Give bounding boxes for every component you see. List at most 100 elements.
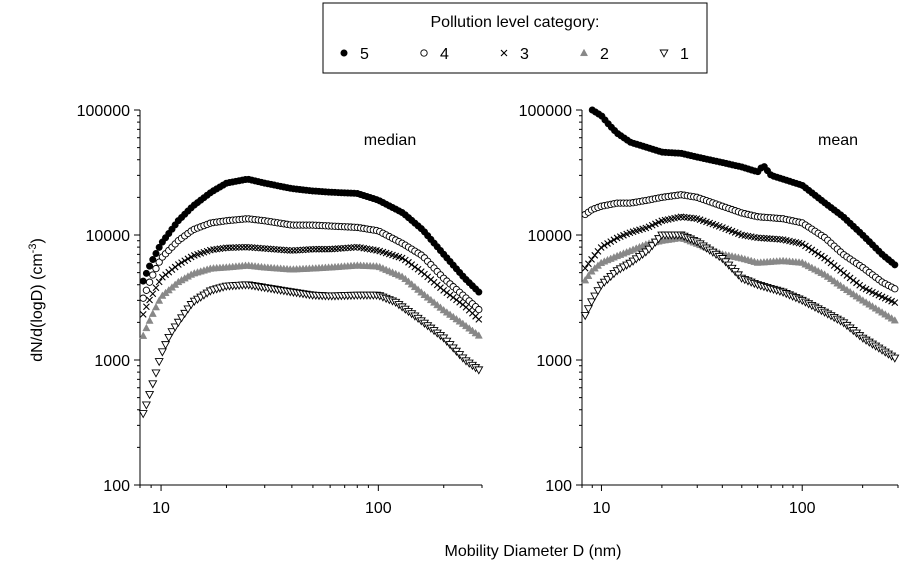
- legend: Pollution level category: 5 4 3 2 1: [322, 2, 708, 74]
- legend-label-1: 1: [680, 46, 689, 63]
- data-point: [154, 358, 164, 367]
- data-point: [139, 294, 147, 302]
- data-point: [235, 243, 243, 251]
- legend-marker-4: [420, 49, 428, 57]
- x-tick-label: 100: [365, 500, 392, 517]
- data-point: [229, 244, 237, 251]
- data-point: [149, 256, 157, 264]
- data-point: [597, 244, 605, 251]
- x-tick-label: 10: [593, 500, 611, 517]
- data-point: [286, 247, 294, 254]
- data-point: [401, 256, 409, 264]
- data-point: [446, 291, 454, 299]
- data-point: [770, 235, 777, 243]
- data-point: [580, 312, 590, 321]
- legend-label-5: 5: [360, 46, 369, 63]
- legend-marker-5: [340, 49, 348, 57]
- panel-title: median: [364, 132, 416, 149]
- data-point: [143, 303, 150, 311]
- series-1: [138, 281, 484, 419]
- panel-mean: 100 1000 10000 100000 10 100 mean: [519, 103, 900, 517]
- data-point: [299, 246, 307, 254]
- y-tick-label: 10000: [528, 228, 573, 245]
- y-tick-label: 100: [545, 478, 572, 495]
- data-point: [142, 269, 150, 277]
- data-point: [584, 271, 593, 279]
- data-point: [610, 236, 618, 244]
- data-point: [891, 285, 899, 293]
- panel-median: 100 1000 10000 100000 10 100 median: [77, 103, 484, 517]
- legend-entries: 5 4 3 2 1: [340, 46, 689, 63]
- data-point: [321, 245, 329, 253]
- data-point: [148, 309, 157, 317]
- data-point: [593, 287, 603, 296]
- data-point: [475, 305, 483, 314]
- x-tick-label: 10: [152, 500, 170, 517]
- data-point: [315, 245, 323, 253]
- legend-entry-2: 2: [579, 46, 609, 63]
- legend-title: Pollution level category:: [431, 14, 600, 31]
- legend-entry-5: 5: [340, 46, 369, 63]
- data-point: [226, 244, 233, 252]
- data-point: [318, 245, 326, 253]
- legend-entry-4: 4: [420, 46, 449, 63]
- data-point: [456, 298, 464, 306]
- data-point: [176, 314, 187, 323]
- data-point: [151, 302, 161, 311]
- data-point: [306, 246, 313, 253]
- data-point: [302, 246, 310, 254]
- series-2: [139, 261, 483, 339]
- data-point: [142, 286, 151, 294]
- data-point: [581, 275, 590, 284]
- series-1: [580, 231, 900, 363]
- data-point: [890, 354, 900, 363]
- y-tick-label: 100: [103, 478, 130, 495]
- legend-box: [322, 2, 708, 74]
- y-tick-label: 1000: [536, 353, 572, 370]
- data-point: [152, 264, 160, 273]
- data-point: [856, 281, 864, 289]
- series-5: [588, 106, 899, 269]
- data-point: [149, 290, 157, 298]
- data-point: [155, 296, 164, 304]
- data-point: [183, 305, 193, 314]
- data-point: [293, 246, 301, 254]
- data-point: [600, 242, 608, 249]
- data-point: [141, 401, 151, 410]
- data-point: [808, 246, 816, 254]
- data-point: [290, 247, 297, 254]
- data-point: [146, 262, 154, 270]
- data-point: [475, 288, 483, 296]
- data-point: [581, 264, 589, 272]
- data-point: [590, 292, 600, 301]
- panel-title: mean: [818, 132, 858, 149]
- legend-marker-3: [500, 49, 508, 57]
- data-point: [453, 296, 460, 304]
- data-point: [170, 323, 180, 332]
- data-point: [474, 366, 484, 375]
- data-point: [148, 380, 158, 389]
- data-point: [184, 255, 192, 263]
- data-point: [296, 246, 304, 254]
- data-point: [584, 260, 592, 268]
- data-point: [818, 252, 825, 260]
- data-point: [814, 250, 822, 258]
- data-point: [588, 255, 595, 263]
- data-point: [891, 299, 899, 307]
- data-point: [139, 331, 148, 339]
- data-point: [157, 348, 167, 357]
- data-point: [890, 316, 899, 324]
- data-point: [312, 245, 320, 253]
- data-point: [583, 305, 593, 314]
- y-axis-label: dN/d(logD) (cm-3): [27, 238, 46, 362]
- data-point: [449, 294, 457, 301]
- data-point: [805, 244, 813, 252]
- data-point: [167, 328, 177, 337]
- data-point: [607, 238, 615, 246]
- data-point: [891, 261, 899, 269]
- series-3: [581, 213, 899, 307]
- data-point: [145, 278, 154, 286]
- data-point: [398, 254, 406, 262]
- data-point: [164, 333, 174, 343]
- data-point: [440, 286, 448, 294]
